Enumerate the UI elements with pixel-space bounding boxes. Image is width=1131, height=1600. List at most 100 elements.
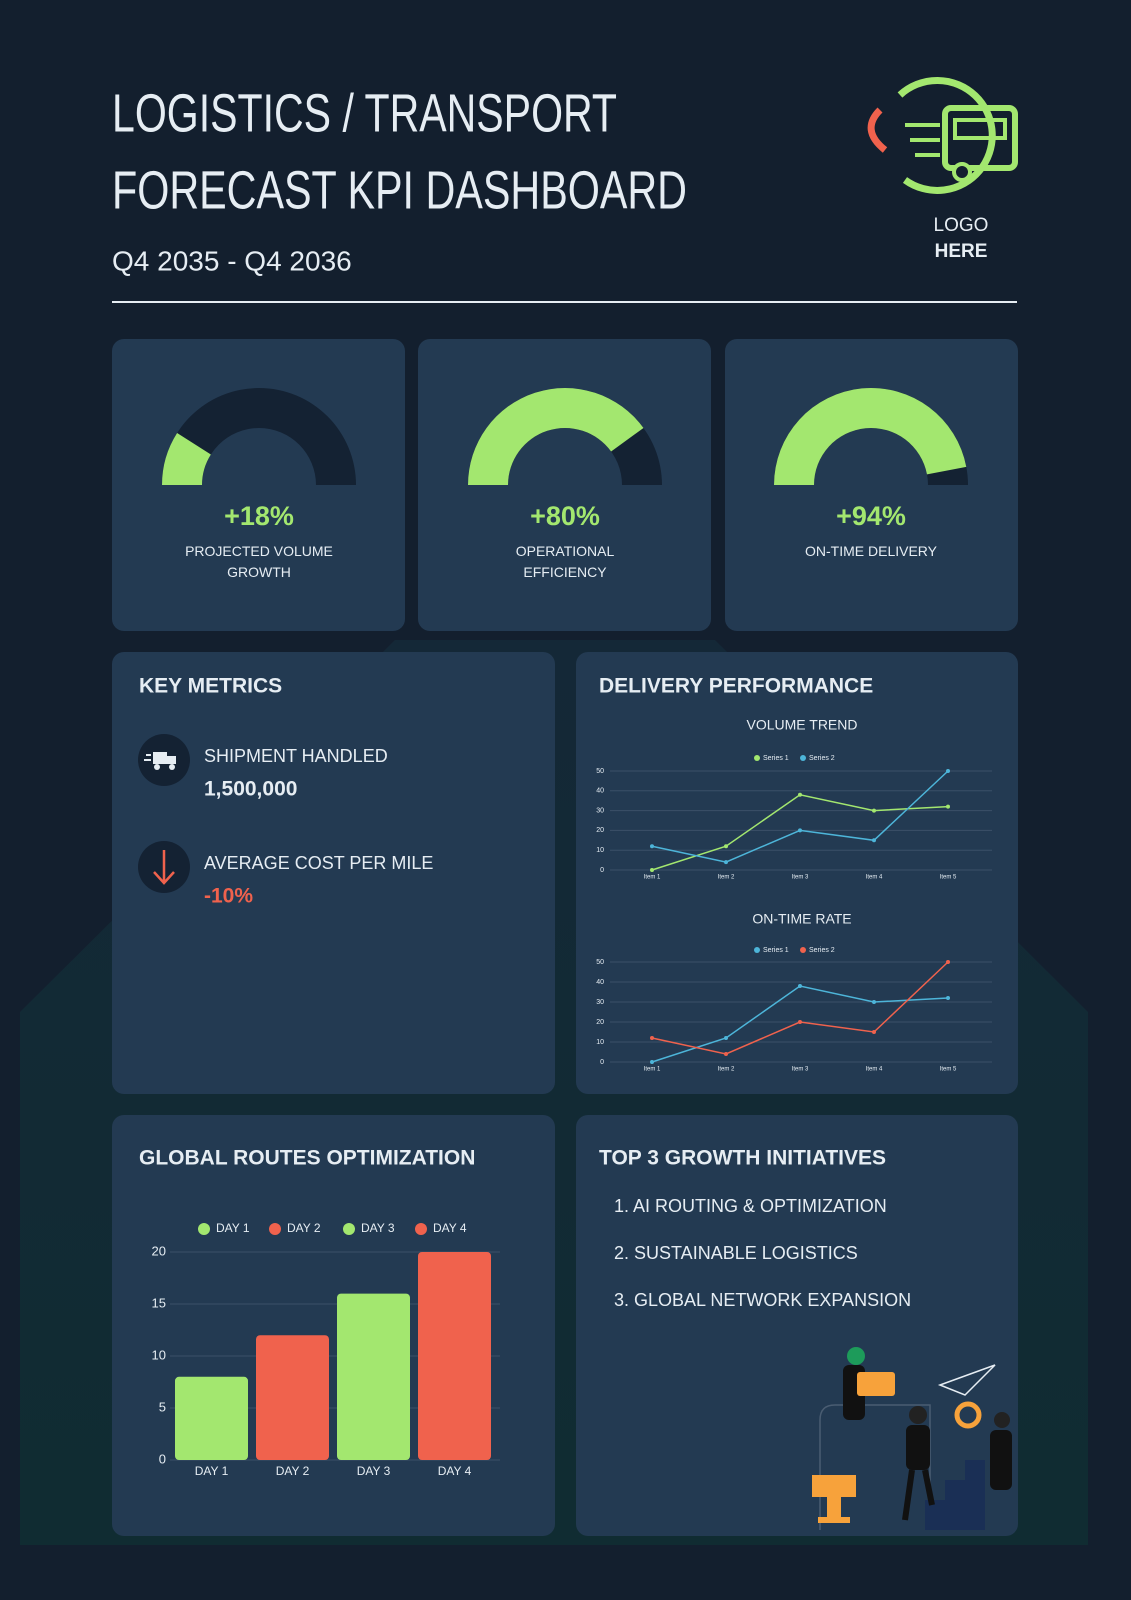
legend-label: Series 1 — [763, 947, 789, 954]
x-tick-label: DAY 3 — [357, 1464, 391, 1478]
bar — [256, 1335, 329, 1460]
gauge-value: +94% — [836, 501, 906, 531]
metric-label: AVERAGE COST PER MILE — [204, 853, 433, 873]
bar — [418, 1252, 491, 1460]
y-tick-label: 20 — [152, 1243, 166, 1258]
gauge-value: +18% — [224, 501, 294, 531]
point — [650, 844, 654, 849]
panel-title: GLOBAL ROUTES OPTIMIZATION — [139, 1147, 475, 1170]
logo-text: LOGO — [934, 215, 989, 236]
legend-swatch — [415, 1223, 427, 1235]
y-tick-label: 0 — [600, 1059, 604, 1066]
metric-label: SHIPMENT HANDLED — [204, 746, 388, 766]
truck-icon — [144, 752, 176, 770]
point — [650, 1036, 654, 1040]
gauge-value: +80% — [530, 501, 600, 531]
x-tick-label: Item 1 — [644, 875, 661, 881]
bar — [337, 1293, 410, 1460]
initiative: 2. SUSTAINABLE LOGISTICS — [614, 1243, 858, 1263]
gauge-label: ON-TIME DELIVERY — [805, 543, 937, 559]
legend-label: DAY 1 — [216, 1221, 250, 1235]
y-tick-label: 20 — [596, 1019, 604, 1026]
title-line: LOGISTICS / TRANSPORT — [112, 83, 617, 143]
x-tick-label: DAY 2 — [276, 1464, 310, 1478]
y-tick-label: 30 — [596, 807, 604, 814]
panel-title: TOP 3 GROWTH INITIATIVES — [599, 1147, 886, 1170]
point — [724, 844, 728, 849]
point — [946, 996, 950, 1000]
initiative: 1. AI ROUTING & OPTIMIZATION — [614, 1196, 887, 1216]
x-tick-label: Item 5 — [940, 1067, 957, 1073]
legend-label: DAY 2 — [287, 1221, 321, 1235]
legend-label: Series 2 — [809, 947, 835, 954]
point — [724, 860, 728, 865]
gauge-fill — [162, 433, 211, 485]
legend-swatch — [754, 755, 760, 761]
panel-title: DELIVERY PERFORMANCE — [599, 675, 873, 698]
point — [798, 828, 802, 833]
metric-value: -10% — [204, 885, 253, 908]
y-tick-label: 5 — [159, 1399, 166, 1414]
point — [872, 808, 876, 813]
y-tick-label: 30 — [596, 999, 604, 1006]
x-tick-label: Item 2 — [718, 1067, 735, 1073]
point — [650, 1060, 654, 1064]
y-tick-label: 10 — [152, 1347, 166, 1362]
x-tick-label: Item 4 — [866, 875, 883, 881]
legend-swatch — [343, 1223, 355, 1235]
point — [872, 1030, 876, 1034]
point — [724, 1036, 728, 1040]
panel-title: KEY METRICS — [139, 675, 282, 698]
x-tick-label: Item 3 — [792, 875, 809, 881]
logo-text: HERE — [935, 241, 988, 262]
panel — [576, 652, 1018, 1094]
legend-label: DAY 3 — [361, 1221, 395, 1235]
y-tick-label: 40 — [596, 788, 604, 795]
x-tick-label: DAY 1 — [195, 1464, 229, 1478]
point — [872, 838, 876, 843]
card — [418, 339, 711, 631]
illustration — [812, 1347, 1012, 1530]
y-tick-label: 20 — [596, 827, 604, 834]
y-tick-label: 40 — [596, 979, 604, 986]
x-tick-label: Item 1 — [644, 1067, 661, 1073]
card — [112, 339, 405, 631]
down-arrow-icon — [153, 850, 175, 885]
subtitle: Q4 2035 - Q4 2036 — [112, 245, 352, 276]
y-tick-label: 10 — [596, 847, 604, 854]
x-tick-label: Item 3 — [792, 1067, 809, 1073]
gauge-label: PROJECTED VOLUME GROWTH — [185, 543, 333, 580]
legend-swatch — [800, 755, 806, 761]
x-tick-label: Item 4 — [866, 1067, 883, 1073]
logo-icon — [867, 76, 1018, 194]
gauge-track — [162, 388, 356, 485]
gauge-label: OPERATIONAL EFFICIENCY — [515, 543, 615, 580]
point — [798, 1020, 802, 1024]
x-tick-label: Item 2 — [718, 875, 735, 881]
point — [946, 804, 950, 809]
card — [725, 339, 1018, 631]
y-tick-label: 10 — [596, 1039, 604, 1046]
metric-value: 1,500,000 — [204, 778, 297, 801]
y-tick-label: 50 — [596, 768, 604, 775]
gauge-fill — [468, 387, 644, 485]
title-line: FORECAST KPI DASHBOARD — [112, 160, 687, 220]
legend-swatch — [800, 947, 806, 953]
gauge-fill — [774, 388, 967, 485]
point — [946, 960, 950, 964]
legend-swatch — [198, 1223, 210, 1235]
point — [946, 769, 950, 773]
point — [724, 1052, 728, 1056]
legend-label: Series 2 — [809, 755, 835, 762]
panel — [576, 1115, 1018, 1536]
y-tick-label: 0 — [600, 867, 604, 874]
panel — [112, 652, 555, 1094]
y-tick-label: 0 — [159, 1451, 166, 1466]
point — [650, 868, 654, 872]
legend-swatch — [754, 947, 760, 953]
x-tick-label: Item 5 — [940, 875, 957, 881]
legend-label: DAY 4 — [433, 1221, 467, 1235]
legend-label: Series 1 — [763, 755, 789, 762]
x-tick-label: DAY 4 — [438, 1464, 472, 1478]
